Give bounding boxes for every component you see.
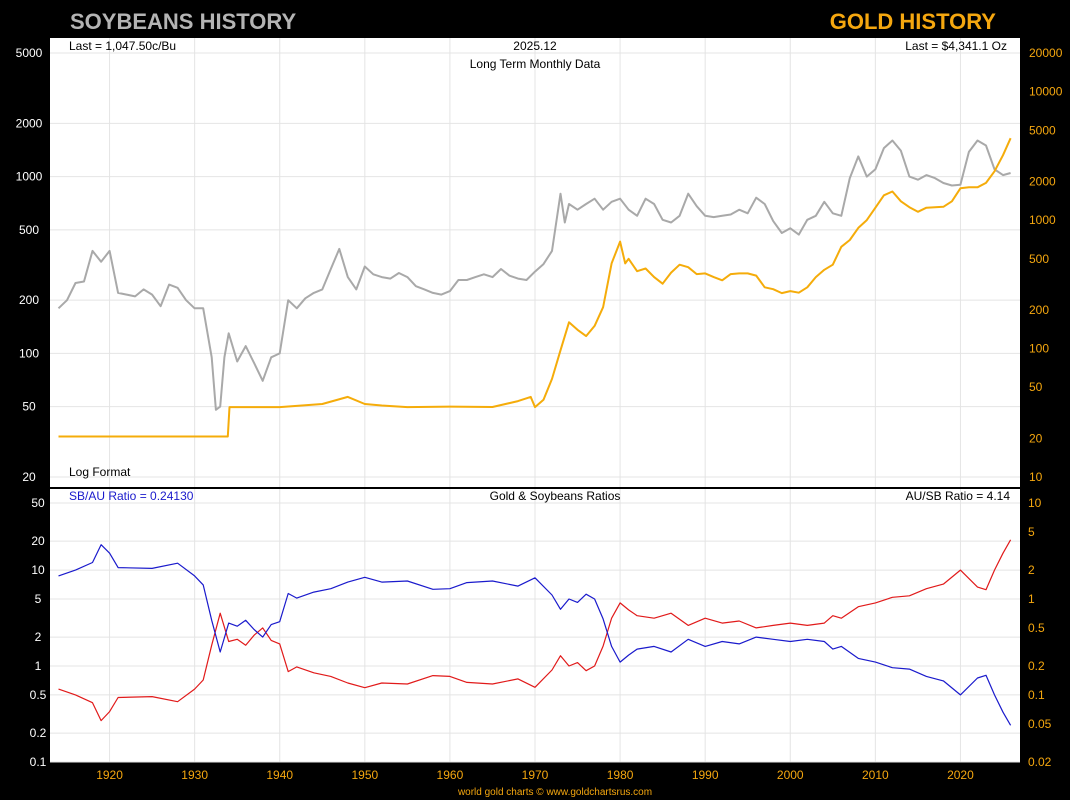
sb-au-ratio-value: SB/AU Ratio = 0.24130	[69, 489, 194, 503]
bottom-right-axis: 10 5 2 1 0.5 0.2 0.1 0.05 0.02	[1028, 496, 1052, 769]
sb-au-axis-tick-1: 1	[35, 659, 42, 673]
soybeans-axis-tick-100: 100	[19, 346, 39, 360]
sb-au-axis-tick-0.1: 0.1	[30, 755, 47, 769]
x-tick-1940: 1940	[266, 768, 293, 782]
soybeans-axis-tick-1000: 1000	[16, 170, 43, 184]
soybeans-axis-tick-200: 200	[19, 293, 39, 307]
soybeans-line	[57, 139, 1011, 411]
soybeans-axis-tick-50: 50	[22, 400, 36, 414]
au_sb-line	[58, 539, 1012, 722]
gold-axis-tick-50: 50	[1029, 380, 1043, 394]
x-tick-2010: 2010	[862, 768, 889, 782]
au-sb-axis-tick-2: 2	[1028, 563, 1035, 577]
sb-au-axis-tick-0.2: 0.2	[30, 726, 47, 740]
gold-history-title: GOLD HISTORY	[830, 9, 997, 34]
au-sb-axis-tick-10: 10	[1028, 496, 1042, 510]
au-sb-axis-tick-0.05: 0.05	[1028, 717, 1052, 731]
gold-last-value: Last = $4,341.1 Oz	[905, 39, 1007, 53]
gold-axis-tick-20000: 20000	[1029, 46, 1063, 60]
gold-line	[58, 137, 1012, 438]
au-sb-axis-tick-0.2: 0.2	[1028, 659, 1045, 673]
x-tick-1960: 1960	[437, 768, 464, 782]
gold-axis-tick-20: 20	[1029, 431, 1043, 445]
bottom-panel-series	[58, 539, 1012, 726]
footer-credit: world gold charts © www.goldchartsrus.co…	[457, 787, 652, 798]
sb-au-axis-tick-10: 10	[31, 563, 45, 577]
soybeans-axis-tick-5000: 5000	[16, 46, 43, 60]
gold-axis-tick-2000: 2000	[1029, 174, 1056, 188]
x-tick-1950: 1950	[351, 768, 378, 782]
x-tick-1990: 1990	[692, 768, 719, 782]
au-sb-axis-tick-0.02: 0.02	[1028, 755, 1052, 769]
au-sb-axis-tick-5: 5	[1028, 525, 1035, 539]
sb_au-line	[58, 544, 1012, 726]
bottom-chart-title: Gold & Soybeans Ratios	[490, 489, 621, 503]
au-sb-axis-tick-1: 1	[1028, 592, 1035, 606]
x-tick-2020: 2020	[947, 768, 974, 782]
gold-axis-tick-5000: 5000	[1029, 123, 1056, 137]
soybeans-axis-tick-500: 500	[19, 223, 39, 237]
x-tick-1920: 1920	[96, 768, 123, 782]
top-panel-grid	[50, 38, 1020, 487]
sb-au-axis-tick-20: 20	[31, 534, 45, 548]
au-sb-axis-tick-0.1: 0.1	[1028, 688, 1045, 702]
soybeans-axis-tick-2000: 2000	[16, 116, 43, 130]
x-axis: 1920 1930 1940 1950 1960 1970 1980 1990 2000 2010…	[96, 768, 974, 782]
bottom-panel-grid	[50, 489, 1020, 763]
x-tick-2000: 2000	[777, 768, 804, 782]
sb-au-axis-tick-5: 5	[35, 592, 42, 606]
top-panel-series	[57, 137, 1012, 438]
sb-au-axis-tick-0.5: 0.5	[30, 688, 47, 702]
gold-axis-tick-1000: 1000	[1029, 213, 1056, 227]
soybeans-axis-tick-20: 20	[22, 470, 36, 484]
top-chart-title: 2025.12	[513, 39, 557, 53]
gold-axis-tick-10000: 10000	[1029, 85, 1063, 99]
au-sb-axis-tick-0.5: 0.5	[1028, 621, 1045, 635]
x-tick-1980: 1980	[607, 768, 634, 782]
gold-axis-tick-100: 100	[1029, 342, 1049, 356]
sb-au-axis-tick-2: 2	[35, 630, 42, 644]
au-sb-ratio-value: AU/SB Ratio = 4.14	[906, 489, 1011, 503]
sb-au-axis-tick-50: 50	[31, 496, 45, 510]
top-right-axis: 20000 10000 5000 2000 1000 500 200 100 50 20 10	[1029, 46, 1063, 484]
soybeans-history-title: SOYBEANS HISTORY	[70, 9, 296, 34]
x-tick-1970: 1970	[522, 768, 549, 782]
gold-axis-tick-500: 500	[1029, 252, 1049, 266]
gold-axis-tick-10: 10	[1029, 470, 1043, 484]
top-left-axis: 5000 2000 1000 500 200 100 50 20	[16, 46, 43, 484]
bottom-left-axis: 50 20 10 5 2 1 0.5 0.2 0.1	[30, 496, 47, 769]
top-chart-subtitle: Long Term Monthly Data	[470, 57, 601, 71]
x-tick-1930: 1930	[181, 768, 208, 782]
soybeans-last-value: Last = 1,047.50c/Bu	[69, 39, 176, 53]
gold-axis-tick-200: 200	[1029, 303, 1049, 317]
log-format-note: Log Format	[69, 465, 131, 479]
